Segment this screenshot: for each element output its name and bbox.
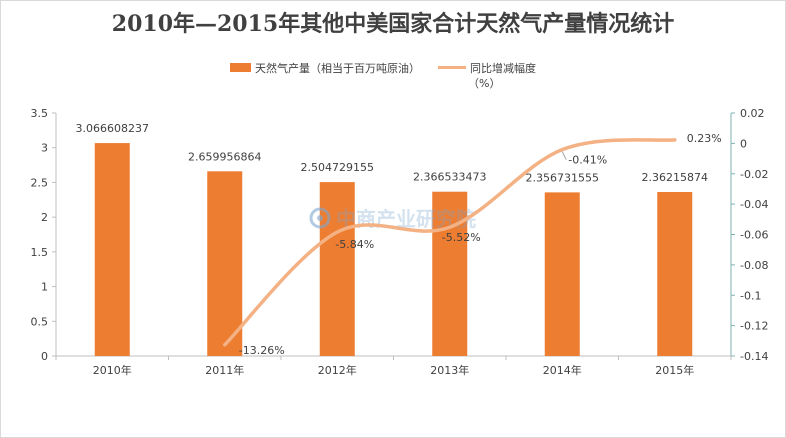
right-tick-label: -0.02 (740, 168, 768, 181)
legend-label-line: 同比增减幅度 (470, 61, 536, 75)
leader-line (561, 151, 567, 160)
line-data-label: -0.41% (568, 154, 607, 167)
left-axis-ticks: 0 0.5 1 1.5 2 2.5 3 3.5 (31, 107, 56, 363)
watermark-logo-dot-icon (317, 215, 323, 221)
line-data-label: -13.26% (239, 344, 285, 357)
right-tick-label: -0.12 (740, 320, 768, 333)
left-tick-label: 2.5 (31, 176, 49, 189)
x-tick-label: 2011年 (205, 363, 244, 377)
bar-series (94, 143, 693, 356)
right-axis-ticks: -0.14 -0.12 -0.1 -0.08 -0.06 -0.04 -0.02 0 0.02 (731, 107, 768, 363)
left-tick-label: 1 (41, 281, 48, 294)
line-point (673, 138, 677, 142)
legend-label-line-unit: （%） (468, 77, 500, 90)
x-tick-label: 2015年 (655, 363, 694, 377)
line-series (223, 138, 677, 347)
left-tick-label: 2 (41, 211, 48, 224)
right-tick-label: 0 (740, 137, 747, 150)
bar-data-label: 2.659956864 (188, 150, 261, 163)
x-tick-label: 2010年 (93, 363, 132, 377)
bar-data-label: 2.36215874 (642, 171, 708, 184)
right-tick-label: -0.14 (740, 350, 768, 363)
legend-label-bar: 天然气产量（相当于百万吨原油） (255, 61, 420, 75)
left-tick-label: 1.5 (31, 246, 49, 259)
bar (432, 191, 468, 356)
bar-data-label: 2.356731555 (526, 171, 599, 184)
left-tick-label: 3.5 (31, 107, 49, 120)
bar (207, 171, 243, 356)
right-tick-label: -0.1 (740, 289, 761, 302)
line-data-label: -5.84% (335, 238, 374, 251)
right-tick-label: 0.02 (740, 107, 765, 120)
bar-data-label: 2.366533473 (413, 171, 486, 184)
right-tick-label: -0.06 (740, 229, 768, 242)
line-point (560, 148, 564, 152)
x-tick-label: 2014年 (543, 363, 582, 377)
left-tick-label: 0.5 (31, 315, 49, 328)
line-point (448, 225, 452, 229)
watermark-logo-icon (309, 207, 331, 229)
legend-swatch-bar (230, 63, 251, 72)
bar (544, 192, 580, 356)
line-point (223, 343, 227, 347)
line-point (335, 230, 339, 234)
right-tick-label: -0.08 (740, 259, 768, 272)
bar (94, 143, 130, 356)
bar-data-label: 2.504729155 (301, 161, 374, 174)
x-axis-ticks: 2010年 2011年 2012年 2013年 2014年 2015年 (55, 356, 732, 377)
bar-data-labels: 3.066608237 2.659956864 2.504729155 2.36653… (76, 122, 708, 184)
bar (657, 191, 693, 356)
line-data-labels: -13.26% -5.84% -5.52% -0.41% 0.23% (239, 132, 722, 357)
line-data-label: 0.23% (687, 132, 722, 145)
left-tick-label: 0 (41, 350, 48, 363)
x-tick-label: 2012年 (318, 363, 357, 377)
x-tick-label: 2013年 (430, 363, 469, 377)
chart-title: 2010年—2015年其他中美国家合计天然气产量情况统计 (112, 11, 674, 37)
legend: 天然气产量（相当于百万吨原油） 同比增减幅度 （%） (230, 61, 536, 90)
line-data-label: -5.52% (442, 231, 481, 244)
right-tick-label: -0.04 (740, 198, 768, 211)
bar-data-label: 3.066608237 (76, 122, 149, 135)
left-tick-label: 3 (41, 142, 48, 155)
